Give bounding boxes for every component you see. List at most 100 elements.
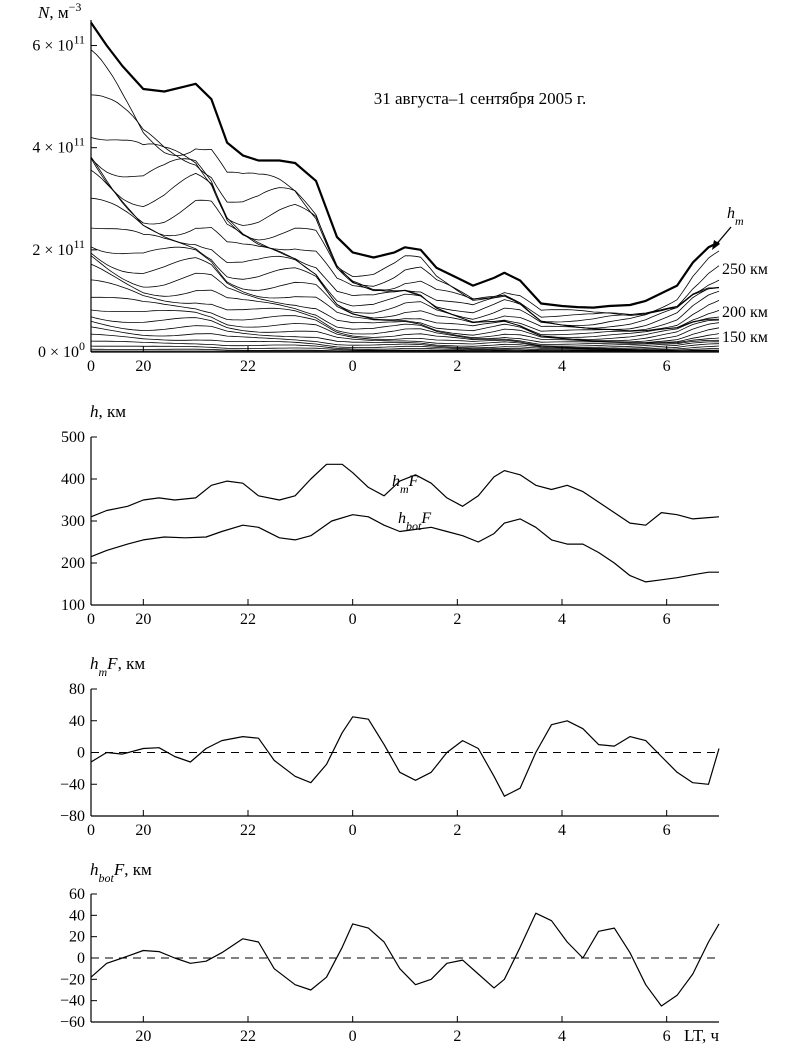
hm-arrow-head [712, 240, 720, 250]
y-tick-label: 300 [61, 513, 85, 530]
label-part: F [420, 510, 431, 527]
profile-line [90, 246, 720, 338]
label-part: m [735, 214, 744, 228]
y-tick-label: 40 [69, 907, 85, 924]
label-part: 11 [73, 135, 85, 149]
label-part: , км [124, 860, 152, 879]
x-tick-label: 22 [240, 822, 256, 839]
y-axis-label: hmF, км [90, 654, 145, 679]
label-part: m [99, 665, 108, 679]
profile-line [91, 296, 720, 345]
hmf-line [90, 463, 720, 526]
label-part: h [392, 473, 400, 490]
y-tick-label: 4 × 1011 [32, 135, 85, 157]
label-part: h [727, 205, 735, 222]
x-axis-label: LT, ч [684, 1026, 719, 1045]
label-part: F [408, 473, 419, 490]
x-tick-label: 0 [87, 822, 95, 839]
hbotf-line [90, 514, 719, 583]
hmf-deviation-line [90, 716, 720, 797]
profile-line [90, 49, 720, 316]
profile-line [90, 169, 720, 332]
profile-line [90, 316, 720, 348]
profile-line [90, 333, 720, 351]
label-200km: 200 км [722, 304, 768, 321]
profile-line [90, 255, 720, 342]
x-tick-label: 20 [135, 1028, 151, 1045]
y-tick-label: 80 [69, 681, 85, 698]
x-tick-label: 22 [240, 1028, 256, 1045]
y-tick-label: 100 [61, 597, 85, 614]
x-tick-label: 0 [349, 822, 357, 839]
x-tick-label: 0 [349, 611, 357, 628]
x-tick-label: 2 [453, 358, 461, 375]
profile-line [90, 320, 719, 349]
label-part: bot [406, 519, 422, 533]
y-tick-label: 400 [61, 471, 85, 488]
hbotf-deviation-line [90, 912, 720, 1007]
label-part: 2 × 10 [32, 242, 73, 259]
profile-line [90, 340, 720, 351]
profile-line [90, 345, 720, 352]
y-tick-label: −40 [60, 993, 85, 1010]
y-tick-label: −40 [60, 776, 85, 793]
x-tick-label: 6 [663, 1028, 671, 1045]
y-tick-label: −80 [60, 808, 85, 825]
y-tick-label: 200 [61, 555, 85, 572]
label-part: 0 [79, 339, 85, 353]
label-part: h [398, 510, 406, 527]
label-part: , км [99, 402, 127, 421]
x-tick-label: 20 [135, 358, 151, 375]
y-axis-label: N, м−3 [37, 0, 81, 22]
label-250km: 250 км [722, 261, 768, 278]
profile-line [90, 137, 720, 323]
y-tick-label: −60 [60, 1014, 85, 1031]
label-150km: 150 км [722, 329, 768, 346]
y-tick-label: 0 [77, 950, 85, 967]
y-axis-label: hbotF, км [90, 860, 152, 885]
x-tick-label: 22 [240, 611, 256, 628]
y-tick-label: 2 × 1011 [32, 237, 85, 259]
y-tick-label: 6 × 1011 [32, 33, 85, 55]
y-tick-label: 0 × 100 [38, 339, 85, 361]
hbotf-deviation-panel: 20 22 0 2 4 6 −60 −40 −20 0 20 40 60 hbotF, км LT, ч [60, 860, 720, 1045]
profile-line [90, 309, 720, 347]
label-part: 4 × 10 [32, 140, 73, 157]
y-tick-label: 500 [61, 429, 85, 446]
chart-title: 31 августа–1 сентября 2005 г. [374, 89, 586, 108]
profile-line [90, 227, 720, 336]
profile-line [90, 263, 720, 343]
hm-envelope-line [90, 21, 720, 309]
label-part: F [113, 860, 125, 879]
label-part: , м [49, 3, 69, 22]
label-part: h [90, 860, 99, 879]
x-tick-label: 4 [558, 358, 566, 375]
y-tick-label: 60 [69, 886, 85, 903]
label-part: 0 × 10 [38, 344, 79, 361]
label-part: 6 × 10 [32, 38, 73, 55]
x-tick-label: 0 [349, 1028, 357, 1045]
y-tick-label: 20 [69, 929, 85, 946]
profile-line [90, 157, 720, 327]
x-tick-label: 20 [135, 822, 151, 839]
label-part: m [400, 482, 409, 496]
label-part: h [90, 654, 99, 673]
x-tick-label: 0 [349, 358, 357, 375]
label-part: F [106, 654, 118, 673]
hmf-deviation-panel: 0 20 22 0 2 4 6 −80 −40 0 40 80 hmF, км [60, 654, 720, 839]
label-part: bot [99, 871, 115, 885]
label-part: h [90, 402, 99, 421]
label-part: −3 [69, 0, 82, 14]
label-part: 11 [73, 237, 85, 251]
y-tick-label: −20 [60, 971, 85, 988]
y-tick-label: 0 [77, 745, 85, 762]
x-tick-label: 0 [87, 358, 95, 375]
label-part: N [37, 3, 51, 22]
x-tick-label: 2 [453, 822, 461, 839]
x-tick-label: 6 [663, 358, 671, 375]
hbotf-series-label: hbotF [398, 510, 431, 533]
profile-line [90, 326, 720, 350]
